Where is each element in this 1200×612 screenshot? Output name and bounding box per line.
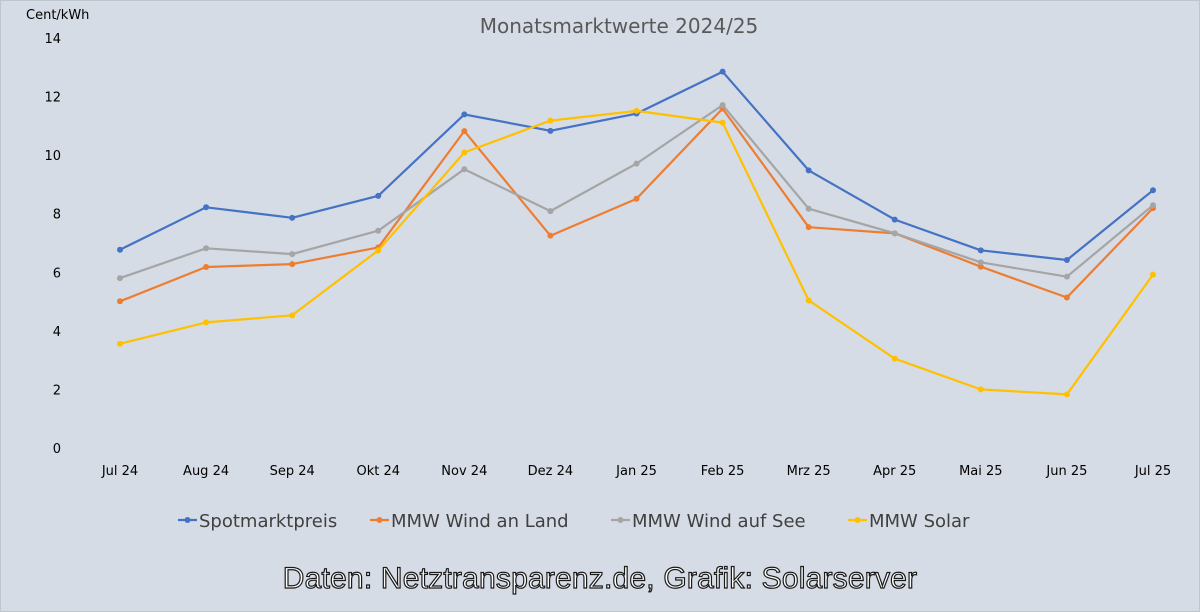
data-point [117, 275, 123, 282]
data-point [547, 127, 554, 134]
x-tick-label: Nov 24 [441, 464, 487, 479]
data-point [375, 192, 382, 199]
data-point [633, 107, 640, 114]
data-point [891, 355, 898, 362]
data-point [375, 227, 382, 234]
x-tick-label: Okt 24 [356, 464, 400, 479]
y-axis-unit-label: Cent/kWh [26, 8, 89, 23]
x-tick-label: Jun 25 [1045, 464, 1087, 479]
data-point [719, 68, 726, 75]
y-tick-label: 4 [53, 325, 61, 340]
x-axis-ticks: Jul 24 Aug 24 Sep 24 Okt 24 Nov 24 Dez 24 Jan … [101, 464, 1171, 479]
data-point [1063, 256, 1070, 263]
data-point [117, 298, 123, 305]
data-point [977, 259, 984, 266]
x-tick-label: Jul 25 [1134, 464, 1171, 479]
series-line [118, 107, 1155, 303]
data-point [547, 232, 554, 239]
y-tick-label: 2 [53, 383, 61, 398]
legend-swatch-marker [854, 517, 861, 523]
data-point [1063, 273, 1070, 280]
data-point [461, 111, 468, 118]
series-2 [117, 102, 1156, 282]
data-point [1150, 271, 1156, 278]
data-point [203, 204, 210, 211]
y-tick-label: 0 [53, 442, 61, 457]
data-point [289, 251, 296, 258]
x-tick-label: Jul 24 [101, 464, 138, 479]
data-point [977, 263, 984, 270]
data-point [805, 297, 812, 304]
data-point [1150, 187, 1156, 194]
legend-label: MMW Wind auf See [632, 511, 806, 532]
legend: Spotmarktpreis MMW Wind an Land MMW Wind a… [178, 511, 970, 532]
y-tick-label: 10 [44, 149, 61, 164]
x-tick-label: Feb 25 [701, 464, 745, 479]
y-axis-ticks: 0 2 4 6 8 10 12 14 [44, 32, 61, 457]
legend-swatch-marker [184, 517, 191, 523]
legend-item: Spotmarktpreis [178, 511, 337, 532]
data-point [977, 247, 984, 254]
series-layer [117, 68, 1156, 398]
data-point [1063, 294, 1070, 301]
data-point [461, 149, 468, 156]
data-point [117, 246, 123, 253]
chart-title: Monatsmarktwerte 2024/25 [480, 14, 759, 38]
data-point [805, 224, 812, 231]
data-point [633, 195, 640, 202]
data-point [289, 261, 296, 268]
legend-label: MMW Solar [869, 511, 970, 532]
data-point [375, 247, 382, 254]
data-point [977, 386, 984, 393]
x-tick-label: Aug 24 [183, 464, 229, 479]
data-point [719, 119, 726, 126]
x-tick-label: Apr 25 [873, 464, 916, 479]
data-point [117, 340, 123, 347]
data-point [1150, 202, 1156, 209]
data-point [891, 216, 898, 223]
data-point [891, 230, 898, 237]
data-point [805, 167, 812, 174]
data-point [203, 245, 210, 252]
x-tick-label: Mai 25 [959, 464, 1002, 479]
y-tick-label: 8 [53, 208, 61, 223]
x-tick-label: Mrz 25 [787, 464, 831, 479]
series-1 [117, 105, 1156, 305]
data-point [547, 208, 554, 215]
y-tick-label: 14 [44, 32, 61, 47]
legend-swatch-marker [376, 517, 383, 523]
data-point [289, 214, 296, 221]
source-credit: Daten: Netztransparenz.de, Grafik: Solar… [282, 561, 918, 595]
legend-label: Spotmarktpreis [199, 511, 337, 532]
x-tick-label: Jan 25 [615, 464, 657, 479]
legend-swatch-marker [617, 517, 624, 523]
y-tick-label: 12 [44, 91, 61, 106]
legend-item: MMW Wind an Land [370, 511, 569, 532]
x-tick-label: Dez 24 [528, 464, 574, 479]
data-point [461, 128, 468, 135]
data-point [719, 102, 726, 109]
series-3 [117, 107, 1156, 398]
data-point [805, 205, 812, 212]
data-point [461, 166, 468, 173]
legend-item: MMW Wind auf See [611, 511, 806, 532]
data-point [633, 160, 640, 167]
data-point [1063, 391, 1070, 398]
data-point [203, 264, 210, 271]
legend-label: MMW Wind an Land [391, 511, 569, 532]
legend-item: MMW Solar [848, 511, 970, 532]
data-point [547, 117, 554, 124]
data-point [203, 319, 210, 326]
x-tick-label: Sep 24 [270, 464, 315, 479]
data-point [289, 312, 296, 319]
y-tick-label: 6 [53, 266, 61, 281]
